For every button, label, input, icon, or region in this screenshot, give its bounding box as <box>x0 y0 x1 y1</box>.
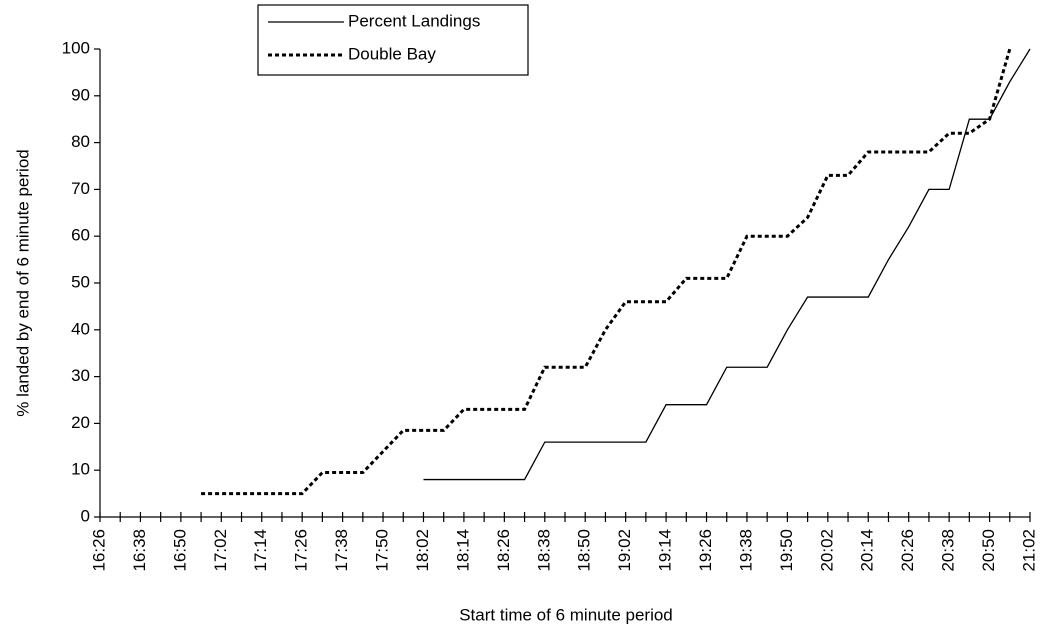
x-tick-label: 17:26 <box>292 529 311 572</box>
y-tick-label: 60 <box>71 226 90 245</box>
series-line <box>201 48 1012 496</box>
x-tick-label: 19:50 <box>777 529 796 572</box>
x-tick-label: 18:26 <box>494 529 513 572</box>
x-tick-label: 17:38 <box>332 529 351 572</box>
x-tick-label: 17:14 <box>251 529 270 572</box>
legend-label: Double Bay <box>348 44 436 63</box>
x-tick-label: 17:50 <box>373 529 392 572</box>
y-tick-label: 20 <box>71 413 90 432</box>
legend-label: Percent Landings <box>348 11 480 30</box>
x-axis-label: Start time of 6 minute period <box>459 605 673 624</box>
x-tick-label: 20:38 <box>939 529 958 572</box>
x-tick-label: 21:02 <box>1019 529 1038 572</box>
y-tick-label: 0 <box>81 506 90 525</box>
y-tick-label: 10 <box>71 460 90 479</box>
x-tick-label: 20:02 <box>817 529 836 572</box>
y-axis-label: % landed by end of 6 minute period <box>13 149 32 416</box>
x-tick-label: 18:02 <box>413 529 432 572</box>
x-tick-label: 20:14 <box>858 529 877 572</box>
x-tick-label: 16:38 <box>130 529 149 572</box>
x-tick-label: 19:02 <box>615 529 634 572</box>
x-tick-label: 18:38 <box>534 529 553 572</box>
y-tick-label: 80 <box>71 132 90 151</box>
y-tick-label: 30 <box>71 366 90 385</box>
x-tick-label: 19:38 <box>736 529 755 572</box>
series-line <box>423 48 1031 481</box>
y-tick-label: 90 <box>71 85 90 104</box>
x-tick-label: 19:14 <box>656 529 675 572</box>
y-tick-label: 100 <box>62 38 90 57</box>
x-tick-label: 18:50 <box>575 529 594 572</box>
x-tick-label: 19:26 <box>696 529 715 572</box>
x-tick-label: 20:50 <box>979 529 998 572</box>
legend-box <box>257 4 529 76</box>
x-tick-label: 17:02 <box>211 529 230 572</box>
x-tick-label: 20:26 <box>898 529 917 572</box>
y-tick-label: 40 <box>71 319 90 338</box>
x-tick-label: 16:26 <box>89 529 108 572</box>
x-tick-label: 16:50 <box>170 529 189 572</box>
x-tick-label: 18:14 <box>453 529 472 572</box>
y-tick-label: 50 <box>71 272 90 291</box>
y-tick-label: 70 <box>71 179 90 198</box>
